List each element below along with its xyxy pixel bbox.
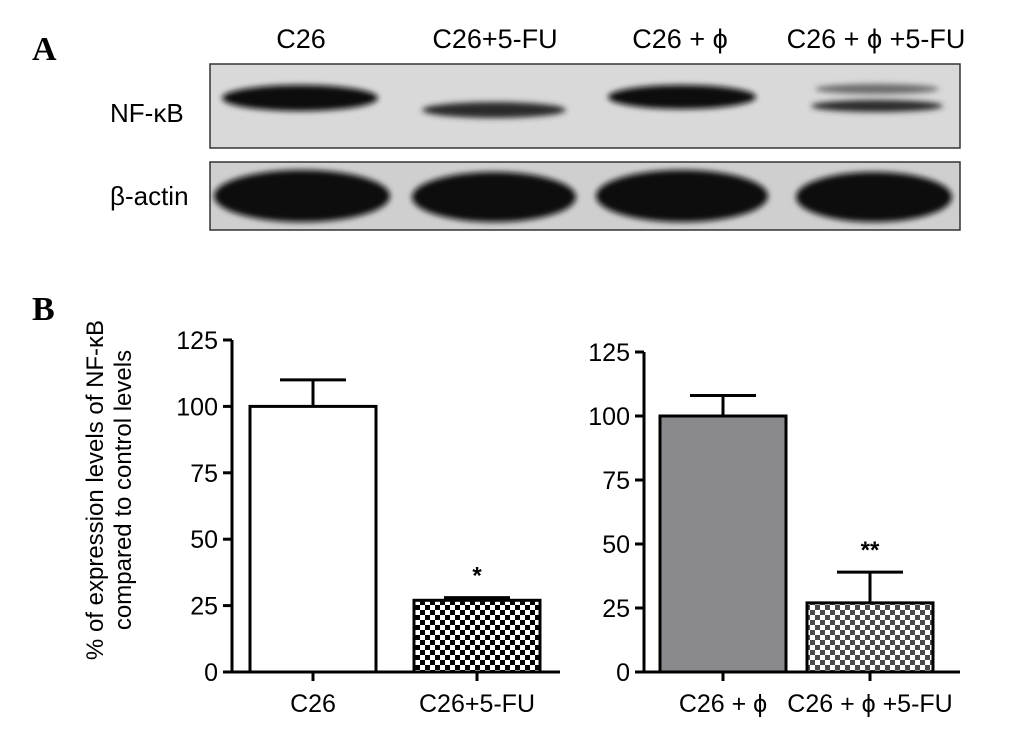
panel-b: B % of expression levels of NF-κB compar… (32, 291, 960, 718)
y-tick-label: 25 (602, 595, 630, 623)
lane-label-2: C26+5-FU (432, 24, 557, 54)
panel-b-letter: B (32, 291, 55, 328)
nfkb-band-3 (608, 85, 756, 109)
lane-labels: C26 C26+5-FU C26 + ϕ C26 + ϕ +5-FU (276, 24, 965, 54)
y-tick-label: 100 (176, 393, 218, 421)
nfkb-band-4a (815, 84, 939, 94)
y-tick-label: 125 (176, 327, 218, 355)
bactin-band-4 (796, 172, 952, 222)
y-axis-title: % of expression levels of NF-κB compared… (82, 320, 137, 660)
y-tick-label: 0 (616, 659, 630, 687)
y-tick-label: 25 (190, 593, 218, 621)
lane-label-3: C26 + ϕ (632, 24, 727, 54)
significance-label: ** (861, 537, 880, 564)
nfkb-band-2 (422, 102, 566, 118)
y-axis-title-line1: % of expression levels of NF-κB (82, 320, 109, 660)
lane-label-1: C26 (276, 24, 326, 54)
nfkb-band-1 (222, 85, 378, 111)
bar (412, 598, 542, 674)
bactin-band-2 (412, 172, 576, 222)
bar (248, 404, 378, 674)
panel-a: A C26 C26+5-FU C26 + ϕ C26 + ϕ +5-FU NF-… (32, 24, 965, 231)
nfkb-row-label: NF-κB (110, 98, 184, 128)
y-tick-label: 75 (190, 460, 218, 488)
chart-left: 0 25 50 75 100 125 C26 * C26+5-FU (176, 327, 560, 718)
category-label: C26+5-FU (419, 690, 535, 718)
bar (658, 414, 788, 674)
lane-label-4: C26 + ϕ +5-FU (787, 24, 966, 54)
bactin-band-3 (596, 170, 768, 222)
y-axis-title-line2: compared to control levels (110, 350, 137, 630)
bactin-row-label: β-actin (110, 181, 189, 211)
category-label: C26 (290, 690, 336, 718)
y-tick-label: 50 (190, 526, 218, 554)
y-tick-label: 75 (602, 467, 630, 495)
nfkb-bands (222, 84, 943, 118)
bactin-band-1 (214, 170, 390, 222)
panel-a-letter: A (32, 31, 57, 68)
y-tick-label: 100 (588, 403, 630, 431)
y-tick-label: 50 (602, 531, 630, 559)
category-label: C26 + ϕ +5-FU (787, 690, 952, 718)
y-tick-label: 0 (204, 659, 218, 687)
bactin-bands (214, 170, 952, 222)
significance-label: * (472, 563, 482, 590)
y-tick-label: 125 (588, 339, 630, 367)
bar (805, 601, 935, 674)
chart-right: 0 25 50 75 100 125 C26 + ϕ ** C26 + ϕ +5-FU (588, 339, 960, 718)
nfkb-band-4b (811, 100, 943, 112)
category-label: C26 + ϕ (679, 690, 767, 718)
